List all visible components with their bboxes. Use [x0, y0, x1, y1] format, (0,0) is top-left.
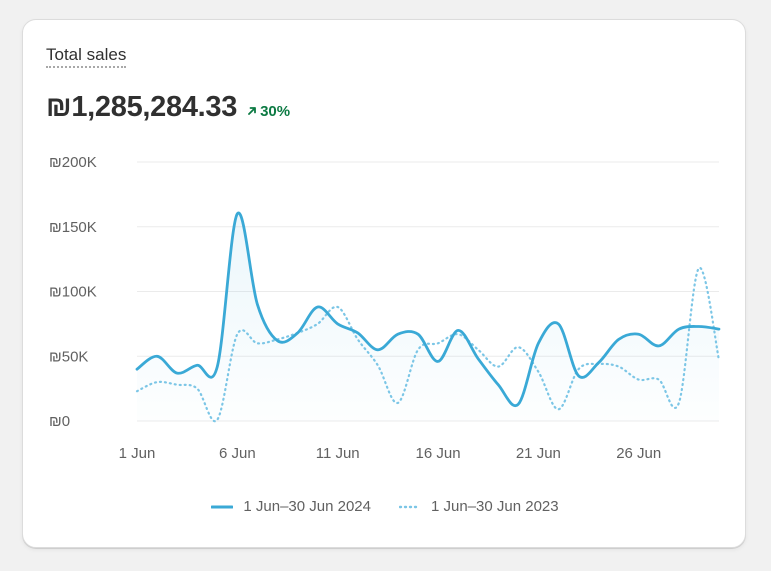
dotted-line-swatch — [399, 505, 421, 508]
x-tick-label: 21 Jun — [516, 445, 561, 462]
y-tick-label: ₪100K — [49, 284, 97, 301]
series-2024-line — [135, 211, 721, 408]
chart-legend: 1 Jun–30 Jun 2024 1 Jun–30 Jun 2023 — [23, 498, 747, 515]
change-value: 30% — [260, 102, 291, 120]
y-tick-label: ₪50K — [49, 348, 88, 365]
legend-label-2024: 1 Jun–30 Jun 2024 — [243, 498, 371, 515]
x-tick-label: 6 Jun — [219, 445, 256, 462]
headline: ₪1,285,284.33 30% — [46, 91, 290, 124]
x-tick-label: 1 Jun — [119, 445, 156, 462]
legend-item-2024[interactable]: 1 Jun–30 Jun 2024 — [211, 498, 371, 515]
y-tick-label: ₪150K — [49, 219, 97, 236]
legend-item-2023[interactable]: 1 Jun–30 Jun 2023 — [399, 498, 559, 515]
series-2023-line — [135, 267, 721, 423]
legend-label-2023: 1 Jun–30 Jun 2023 — [431, 498, 559, 515]
x-tick-label: 26 Jun — [616, 445, 661, 462]
total-sales-value: ₪1,285,284.33 — [46, 91, 238, 123]
arrow-up-right-icon — [248, 107, 256, 115]
sales-line-chart: ₪0 ₪50K ₪100K ₪150K ₪200K 1 Jun 6 Jun 11 Jun 16 … — [49, 154, 721, 462]
card-title[interactable]: Total sales — [46, 45, 127, 68]
y-tick-label: ₪200K — [49, 154, 97, 171]
change-badge: 30% — [247, 103, 290, 120]
total-sales-card: Total sales ₪1,285,284.33 30% ₪0 ₪50K ₪100… — [22, 19, 746, 548]
y-tick-label: ₪0 — [49, 413, 70, 430]
x-tick-label: 16 Jun — [416, 445, 461, 462]
x-tick-label: 11 Jun — [316, 445, 360, 462]
solid-line-swatch — [211, 505, 234, 508]
